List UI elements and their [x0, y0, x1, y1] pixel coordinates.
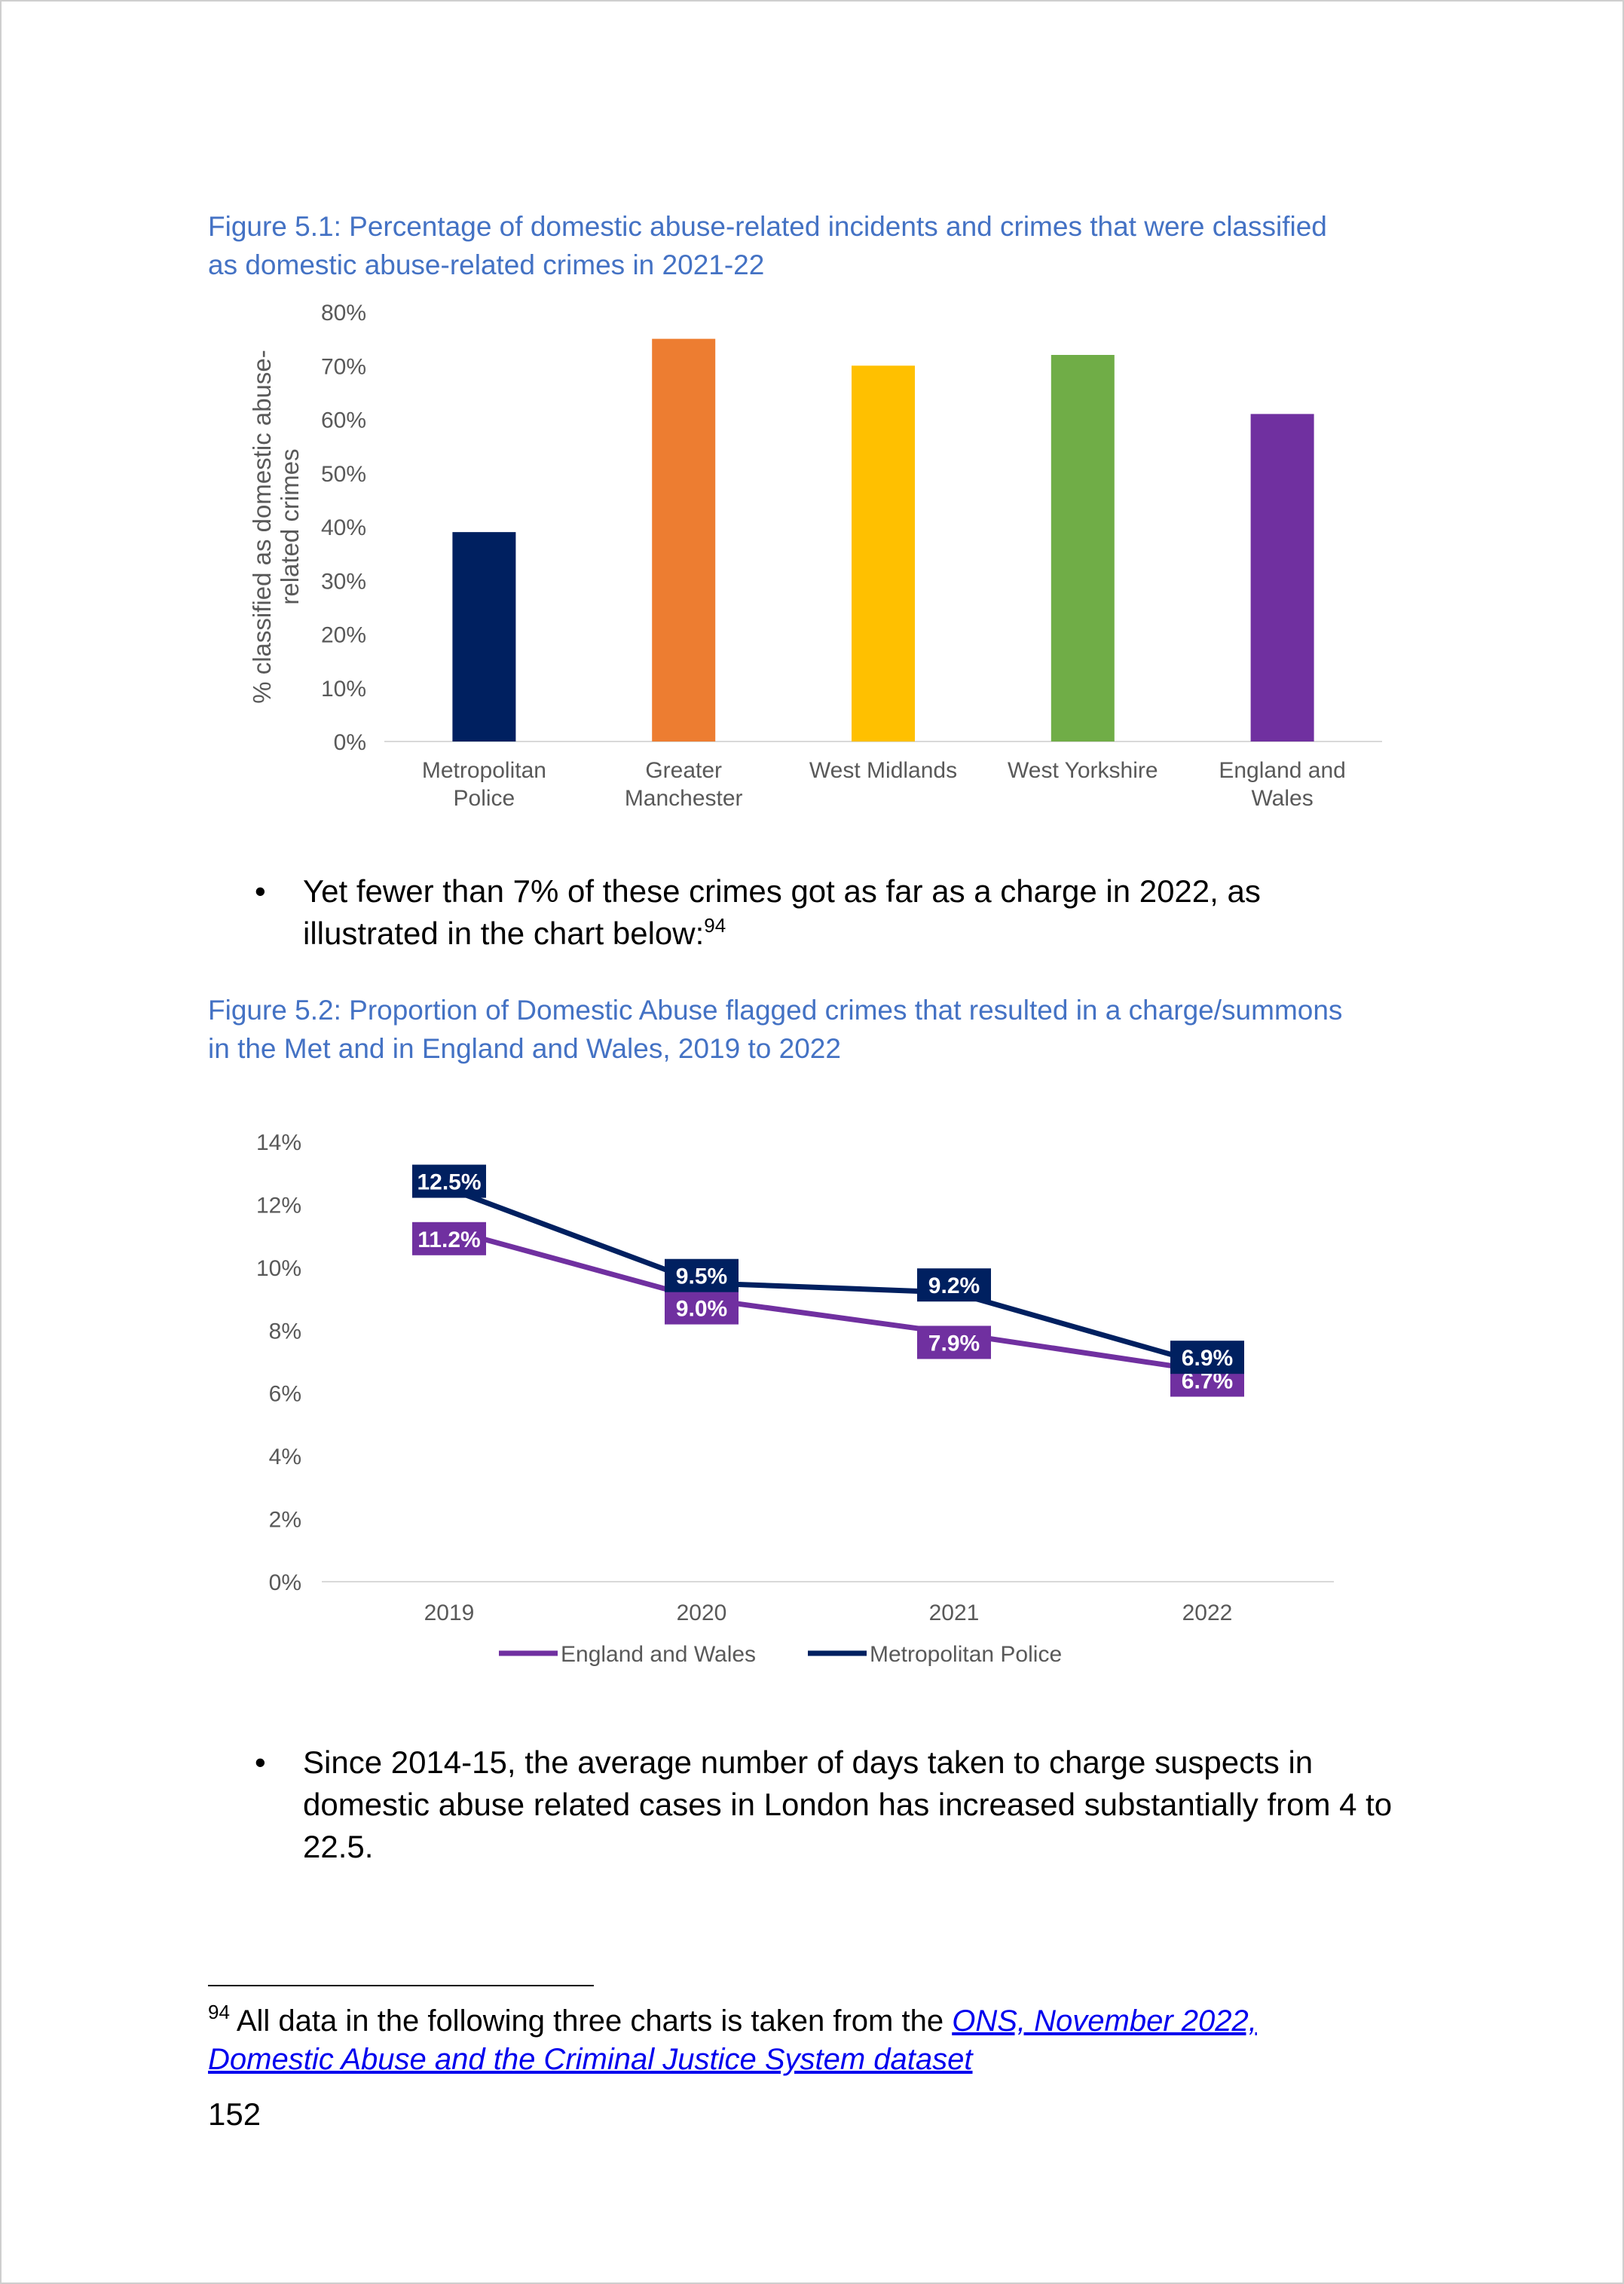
data-label: 9.2%: [928, 1273, 980, 1298]
figure-title-line: as domestic abuse-related crimes in 2021…: [208, 249, 765, 280]
data-label-box: [1170, 1341, 1244, 1374]
bullet-dot: •: [255, 873, 266, 909]
x-tick-label: England and: [1219, 758, 1346, 783]
figure-5-1-title: Figure 5.1: Percentage of domestic abuse…: [208, 207, 1429, 284]
x-tick-label: 2021: [929, 1601, 980, 1625]
footnote-reference[interactable]: 94: [704, 914, 726, 937]
data-label: 7.9%: [928, 1331, 980, 1356]
y-tick-label: 6%: [269, 1382, 301, 1407]
data-label: 9.5%: [676, 1264, 727, 1289]
y-tick-label: 10%: [256, 1256, 301, 1281]
x-tick-label: 2020: [677, 1601, 727, 1625]
legend-label: England and Wales: [561, 1642, 756, 1667]
data-label: 12.5%: [417, 1170, 481, 1195]
y-axis-label: related crimes: [276, 448, 304, 604]
data-label: 9.0%: [676, 1297, 727, 1322]
y-tick-label: 0%: [334, 730, 366, 755]
y-tick-label: 30%: [321, 569, 366, 594]
data-label-box: [917, 1268, 991, 1302]
footnote-link[interactable]: ONS, November 2022,: [952, 2004, 1257, 2038]
bullet-text-line: Yet fewer than 7% of these crimes got as…: [303, 873, 1261, 909]
data-label: 11.2%: [417, 1228, 480, 1252]
y-tick-label: 70%: [321, 354, 366, 379]
bar: [852, 365, 915, 741]
x-tick-label: 2022: [1182, 1601, 1233, 1625]
footnote-number: 94: [208, 2001, 230, 2023]
data-label-box: [917, 1325, 991, 1359]
x-tick-label: Police: [454, 786, 515, 811]
bar: [452, 532, 516, 741]
x-tick-label: Metropolitan: [422, 758, 546, 783]
legend-label: Metropolitan Police: [870, 1642, 1062, 1667]
x-tick-label: Wales: [1251, 786, 1313, 811]
series-line: [448, 1186, 1208, 1368]
footnote-separator: [208, 1985, 594, 1986]
bullet-text-line: illustrated in the chart below:: [303, 916, 705, 951]
figure-5-2-title: Figure 5.2: Proportion of Domestic Abuse…: [208, 991, 1429, 1068]
data-label-box: [665, 1291, 739, 1325]
bar-chart: 0% 10% 20% 30% 40% 50% 60% 70% 80% Metropolitan Po…: [248, 301, 1382, 811]
bar: [1051, 355, 1115, 741]
y-tick-label: 20%: [321, 623, 366, 648]
x-tick-label: Greater: [645, 758, 722, 783]
page-number: 152: [208, 2096, 261, 2132]
y-tick-label: 50%: [321, 462, 366, 487]
data-label: 6.9%: [1182, 1346, 1233, 1371]
series-line: [448, 1227, 1208, 1374]
data-label-box: [665, 1258, 739, 1292]
y-tick-label: 8%: [269, 1319, 301, 1344]
data-label-box: [412, 1164, 486, 1198]
data-label-box: [412, 1221, 486, 1255]
y-tick-label: 60%: [321, 408, 366, 433]
x-tick-label: Manchester: [625, 786, 743, 811]
footnote-text: All data in the following three charts i…: [236, 2004, 944, 2038]
bullet-dot: •: [255, 1744, 266, 1780]
footnote: 94 All data in the following three chart…: [208, 2002, 1414, 2079]
x-tick-label: 2019: [424, 1601, 475, 1625]
bullet-text-line: domestic abuse related cases in London h…: [303, 1787, 1393, 1822]
figure-title-line: Figure 5.2: Proportion of Domestic Abuse…: [208, 995, 1343, 1026]
footnote-link[interactable]: Domestic Abuse and the Criminal Justice …: [208, 2043, 973, 2076]
y-tick-label: 10%: [321, 677, 366, 702]
x-tick-label: West Yorkshire: [1008, 758, 1158, 783]
y-tick-label: 14%: [256, 1130, 301, 1155]
bar: [652, 338, 716, 741]
bullet-text-line: 22.5.: [303, 1829, 374, 1864]
figure-title-line: Figure 5.1: Percentage of domestic abuse…: [208, 211, 1327, 242]
y-tick-label: 40%: [321, 515, 366, 540]
y-tick-label: 4%: [269, 1445, 301, 1469]
bar: [1250, 414, 1314, 741]
figure-title-line: in the Met and in England and Wales, 201…: [208, 1033, 841, 1064]
line-chart: 0% 2% 4% 6% 8% 10% 12% 14% 2019 2020 2021 2022 11.2%…: [256, 1130, 1334, 1667]
y-axis-label: % classified as domestic abuse-: [248, 350, 276, 704]
bullet-text-line: Since 2014-15, the average number of day…: [303, 1744, 1314, 1780]
x-tick-label: West Midlands: [809, 758, 957, 783]
y-tick-label: 2%: [269, 1508, 301, 1533]
y-tick-label: 0%: [269, 1570, 301, 1595]
y-tick-label: 12%: [256, 1193, 301, 1218]
y-tick-label: 80%: [321, 301, 366, 326]
